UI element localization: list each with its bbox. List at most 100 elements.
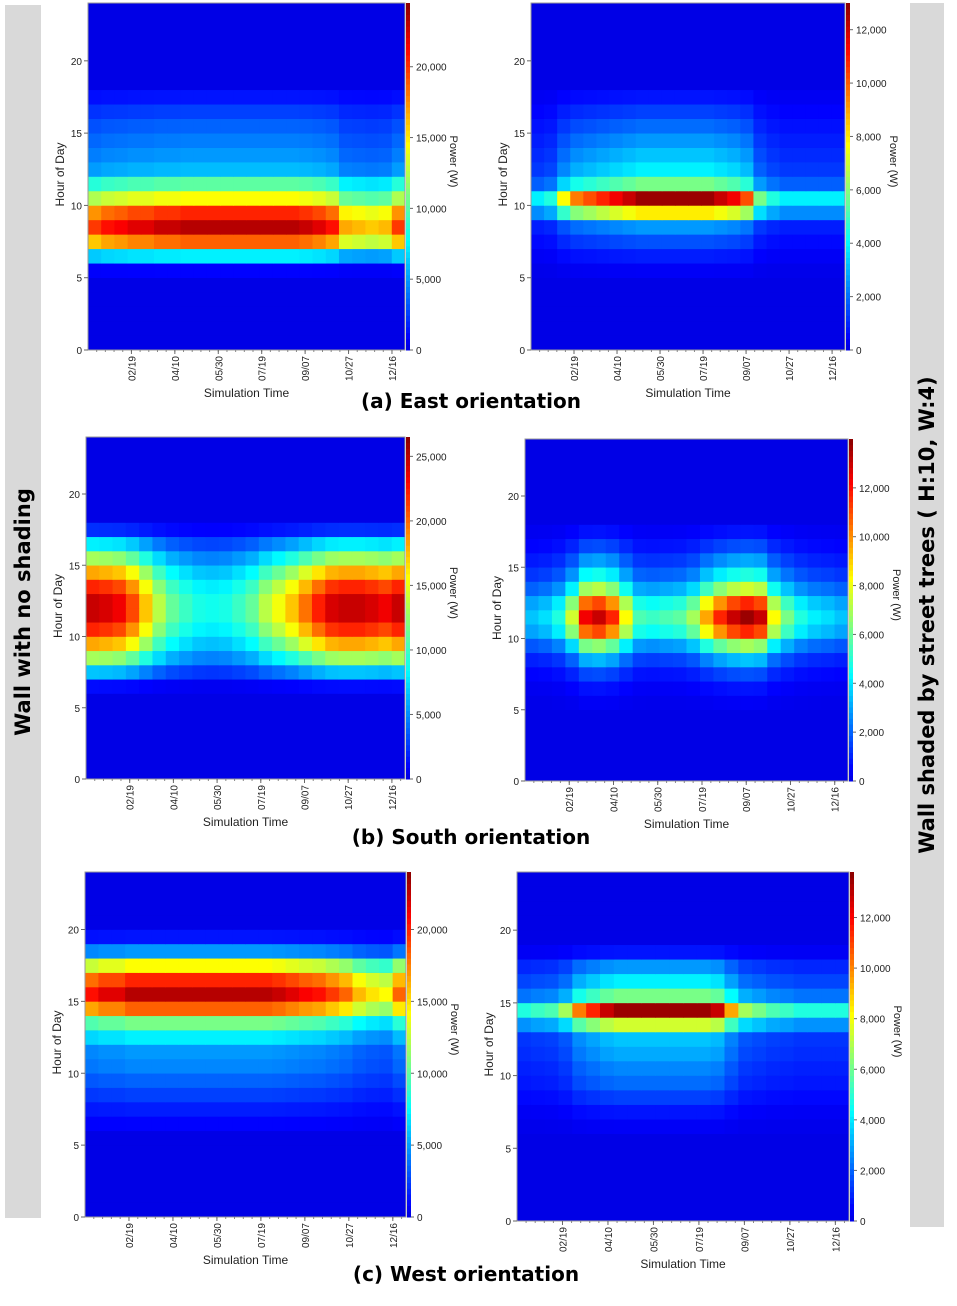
heatmap-cell — [613, 886, 629, 902]
x-tick-label: 07/19 — [695, 1227, 706, 1252]
heatmap-cell — [713, 766, 728, 782]
heatmap-cell — [139, 451, 153, 466]
heatmap-cell — [232, 636, 246, 652]
heatmap-cell — [531, 118, 545, 134]
heatmap-cell — [125, 622, 140, 637]
heatmap-cell — [558, 1002, 573, 1018]
heatmap-cell — [88, 219, 102, 235]
heatmap-cell — [632, 638, 647, 654]
heatmap-cell — [339, 1145, 354, 1160]
heatmap-cell — [766, 3, 781, 18]
colorbar-segment — [846, 257, 850, 264]
colorbar-segment — [406, 733, 410, 740]
heatmap-cell — [365, 764, 379, 780]
heatmap-cell — [596, 277, 610, 293]
colorbar-segment — [850, 1098, 854, 1106]
heatmap-cell — [218, 636, 233, 652]
heatmap-cell — [272, 750, 286, 766]
heatmap-cell — [245, 494, 260, 509]
heatmap-cell — [192, 536, 207, 552]
heatmap-cell — [325, 292, 340, 307]
heatmap-cell — [641, 1017, 656, 1033]
heatmap-cell — [233, 133, 247, 148]
heatmap-cell — [193, 46, 208, 62]
colorbar-segment — [846, 292, 850, 299]
heatmap-cell — [312, 915, 327, 930]
heatmap-cell — [565, 595, 580, 611]
heatmap-cell — [154, 190, 168, 206]
colorbar-segment — [849, 439, 853, 446]
heatmap-cell — [635, 176, 650, 192]
heatmap-cell — [683, 901, 698, 916]
colorbar-segment — [850, 1063, 854, 1071]
heatmap-cell — [551, 738, 566, 753]
heatmap-cell — [205, 679, 220, 694]
heatmap-cell — [686, 538, 701, 554]
heatmap-cell — [713, 581, 728, 597]
heatmap-cell — [648, 60, 663, 76]
heatmap-cell — [557, 31, 571, 47]
heatmap-cell — [710, 1017, 725, 1033]
heatmap-cell — [766, 1061, 781, 1076]
heatmap-cell — [179, 494, 193, 509]
heatmap-cell — [85, 1044, 99, 1060]
heatmap-cell — [544, 1191, 559, 1207]
heatmap-cell — [779, 1017, 795, 1033]
heatmap-cell — [622, 248, 637, 264]
heatmap-cell — [178, 972, 193, 988]
heatmap-cell — [596, 205, 610, 221]
heatmap-cell — [834, 567, 849, 582]
heatmap-cell — [378, 565, 393, 580]
heatmap-cell — [807, 553, 822, 568]
heatmap-cell — [544, 915, 559, 931]
heatmap-cell — [352, 872, 367, 887]
heatmap-cell — [619, 496, 634, 511]
heatmap-cell — [125, 494, 140, 509]
heatmap-cell — [531, 205, 545, 221]
heatmap-cell — [807, 610, 822, 625]
heatmap-cell — [648, 3, 663, 18]
heatmap-cell — [232, 1116, 247, 1132]
heatmap-cell — [232, 1188, 247, 1203]
heatmap-cell — [233, 60, 247, 76]
heatmap-cell — [780, 496, 795, 511]
heatmap-cell — [378, 465, 393, 481]
heatmap-cell — [192, 1188, 206, 1203]
colorbar-segment — [406, 665, 410, 672]
heatmap-cell — [285, 900, 300, 916]
heatmap-cell — [821, 1046, 836, 1062]
heatmap-cell — [794, 667, 809, 682]
heatmap-cell — [151, 958, 166, 973]
heatmap-cell — [114, 219, 129, 235]
heatmap-cell — [517, 1191, 532, 1207]
heatmap-cell — [669, 1090, 684, 1105]
heatmap-cell — [530, 1075, 546, 1091]
heatmap-cell — [180, 17, 195, 33]
colorbar-segment — [406, 147, 410, 154]
heatmap-cell — [525, 738, 539, 753]
heatmap-cell — [272, 190, 287, 206]
heatmap-cell — [592, 510, 607, 525]
heatmap-cell — [727, 292, 741, 307]
heatmap-cell — [311, 494, 326, 509]
heatmap-cell — [165, 1044, 180, 1060]
heatmap-cell — [312, 1159, 327, 1175]
heatmap-cell — [258, 693, 273, 709]
heatmap-cell — [655, 1002, 670, 1018]
heatmap-cell — [686, 610, 701, 625]
heatmap-cell — [646, 695, 661, 711]
heatmap-cell — [530, 1177, 546, 1193]
colorbar-segment — [849, 775, 853, 782]
heatmap-cell — [220, 306, 234, 322]
heatmap-cell — [779, 901, 795, 916]
heatmap-cell — [101, 31, 115, 47]
heatmap-cell — [596, 60, 610, 76]
heatmap-cell — [661, 60, 676, 76]
heatmap-cell — [565, 681, 580, 696]
heatmap-cell — [379, 1173, 394, 1189]
heatmap-cell — [635, 263, 650, 279]
colorbar-segment — [846, 321, 850, 328]
heatmap-cell — [218, 693, 233, 709]
heatmap-cell — [125, 1044, 140, 1060]
heatmap-cell — [609, 60, 624, 76]
